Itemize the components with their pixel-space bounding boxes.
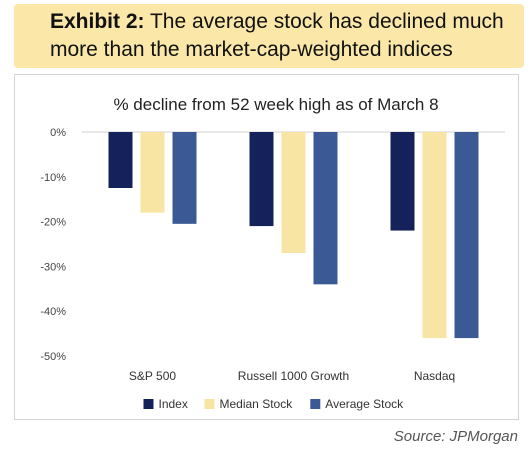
bar-average-stock xyxy=(172,132,197,224)
exhibit-label: Exhibit 2: xyxy=(50,10,145,33)
bar-index xyxy=(390,132,415,231)
bars xyxy=(108,132,479,339)
exhibit-text: The average stock has declined much more… xyxy=(50,10,504,61)
x-axis-labels: S&P 500 Russell 1000 Growth Nasdaq xyxy=(129,369,455,383)
legend-label: Average Stock xyxy=(325,397,404,411)
legend-swatch xyxy=(143,399,154,409)
x-category-label: Russell 1000 Growth xyxy=(238,369,349,383)
bar-index xyxy=(249,132,274,227)
source-note: Source: JPMorgan xyxy=(393,428,518,445)
y-tick-label: -20% xyxy=(40,217,66,229)
y-tick-label: -30% xyxy=(40,261,66,273)
y-tick-label: -10% xyxy=(40,172,66,184)
bar-median-stock xyxy=(140,132,165,213)
x-category-label: S&P 500 xyxy=(129,369,176,383)
legend-swatch xyxy=(204,399,215,409)
exhibit-banner: Exhibit 2: The average stock has decline… xyxy=(14,4,524,68)
chart-title: % decline from 52 week high as of March … xyxy=(113,95,438,114)
bar-average-stock xyxy=(454,132,479,339)
y-tick-label: -40% xyxy=(40,306,66,318)
y-tick-label: -50% xyxy=(40,351,66,363)
bar-median-stock xyxy=(422,132,447,339)
x-category-label: Nasdaq xyxy=(414,369,455,383)
legend: Index Median Stock Average Stock xyxy=(143,397,404,411)
y-tick-label: 0% xyxy=(50,127,66,139)
bar-average-stock xyxy=(313,132,338,285)
legend-label: Median Stock xyxy=(220,397,294,411)
legend-swatch xyxy=(310,399,321,409)
bar-median-stock xyxy=(281,132,306,253)
legend-label: Index xyxy=(159,397,188,411)
bar-index xyxy=(108,132,133,188)
